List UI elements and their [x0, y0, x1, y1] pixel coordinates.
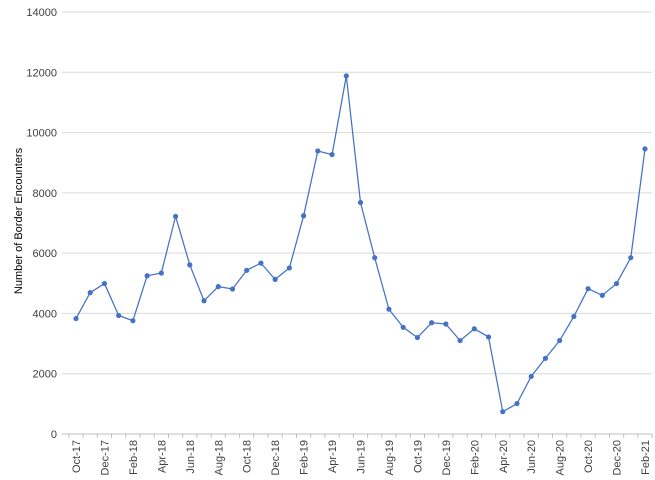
data-point: [343, 73, 349, 79]
data-point: [485, 334, 492, 340]
data-point: [144, 273, 150, 279]
data-point: [585, 286, 591, 292]
x-tick-label: Feb-20: [469, 440, 481, 475]
data-point: [642, 146, 648, 152]
data-point: [372, 255, 378, 261]
x-tick-label: Aug-20: [555, 440, 567, 475]
data-point: [514, 400, 520, 407]
x-axis: [62, 433, 653, 438]
x-tick-label: Feb-18: [128, 440, 140, 475]
series-line-group: [75, 75, 646, 413]
y-tick-label: 10000: [26, 128, 57, 140]
data-point: [215, 284, 221, 290]
y-tick-label: 2000: [33, 369, 57, 381]
data-point: [229, 286, 236, 292]
data-point: [286, 265, 292, 271]
data-point: [172, 213, 179, 219]
y-axis-title: Number of Border Encounters: [13, 147, 25, 294]
x-tick-label: Dec-17: [99, 440, 111, 475]
x-tick-label: Dec-19: [441, 440, 453, 475]
data-point: [258, 260, 264, 266]
x-tick-label: Apr-20: [498, 440, 510, 473]
x-tick-label: Dec-20: [612, 440, 624, 475]
y-tick-label: 12000: [26, 67, 57, 79]
data-point: [87, 290, 93, 296]
x-tick-label: Oct-17: [71, 440, 83, 473]
y-tick-label: 6000: [33, 248, 57, 260]
data-point: [187, 262, 193, 268]
data-point: [613, 280, 620, 287]
data-point: [244, 267, 250, 273]
data-point: [429, 320, 435, 326]
data-point: [315, 148, 321, 154]
data-point: [400, 324, 406, 330]
x-tick-label: Dec-18: [270, 440, 282, 475]
data-point: [628, 255, 634, 261]
data-points: [73, 73, 648, 415]
y-tick-label: 14000: [26, 7, 57, 19]
data-point: [329, 151, 335, 158]
x-tick-label: Aug-18: [213, 440, 225, 475]
data-point: [557, 337, 563, 344]
data-point: [599, 292, 605, 298]
x-axis-ticks: Oct-17 Dec-17 Feb-18 Apr-18 Jun-18 Aug-18 Oct-…: [71, 440, 652, 475]
x-tick-label: Feb-21: [640, 440, 652, 475]
y-tick-label: 8000: [33, 188, 57, 200]
x-tick-label: Apr-18: [156, 440, 168, 473]
y-tick-label: 0: [51, 429, 57, 441]
data-point: [528, 373, 534, 380]
x-tick-label: Oct-18: [242, 440, 254, 473]
data-point: [272, 276, 278, 282]
series-line: [75, 75, 646, 413]
data-point: [301, 213, 307, 219]
data-point: [500, 409, 506, 415]
x-tick-label: Jun-20: [526, 440, 538, 474]
x-tick-label: Oct-20: [583, 440, 595, 473]
data-point: [471, 326, 477, 332]
x-tick-label: Jun-19: [356, 440, 368, 474]
x-tick-label: Oct-19: [412, 440, 424, 473]
data-point: [443, 321, 449, 327]
x-tick-label: Feb-19: [299, 440, 311, 475]
x-tick-label: Apr-19: [327, 440, 339, 473]
data-point: [158, 270, 164, 276]
data-point: [457, 337, 463, 344]
y-tick-label: 4000: [33, 308, 57, 320]
data-point: [571, 313, 577, 320]
data-point: [73, 315, 79, 322]
gridlines: [62, 11, 652, 375]
x-tick-label: Jun-18: [185, 440, 197, 474]
data-point: [201, 298, 207, 304]
data-point: [130, 318, 136, 324]
data-point: [101, 280, 108, 287]
data-point: [542, 355, 549, 361]
data-point: [357, 199, 364, 206]
y-axis-ticks: 0 2000 4000 6000 8000 10000 12000 14000: [26, 7, 57, 441]
x-tick-label: Aug-19: [384, 440, 396, 475]
data-point: [116, 312, 122, 319]
data-point: [414, 334, 420, 341]
data-point: [386, 306, 392, 312]
